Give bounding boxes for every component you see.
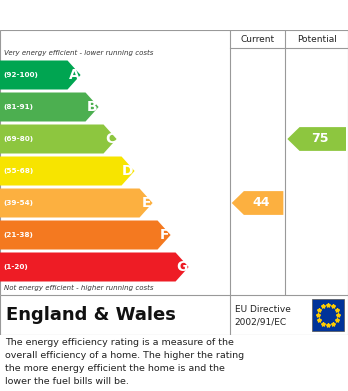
Text: D: D [122,164,134,178]
Polygon shape [0,188,153,217]
Text: Energy Efficiency Rating: Energy Efficiency Rating [9,7,229,23]
Text: C: C [105,132,116,146]
Polygon shape [0,156,135,185]
Polygon shape [0,93,98,122]
Polygon shape [0,221,171,249]
Text: (69-80): (69-80) [3,136,33,142]
Text: 44: 44 [252,197,270,210]
Text: (21-38): (21-38) [3,232,33,238]
Text: (39-54): (39-54) [3,200,33,206]
Text: (1-20): (1-20) [3,264,28,270]
Text: E: E [142,196,152,210]
Text: The energy efficiency rating is a measure of the
overall efficiency of a home. T: The energy efficiency rating is a measur… [5,338,244,386]
Text: England & Wales: England & Wales [6,306,176,324]
Polygon shape [0,253,189,282]
Text: G: G [176,260,188,274]
Text: Not energy efficient - higher running costs: Not energy efficient - higher running co… [4,285,153,291]
Text: (81-91): (81-91) [3,104,33,110]
Polygon shape [0,124,117,154]
Text: (92-100): (92-100) [3,72,38,78]
Text: (55-68): (55-68) [3,168,33,174]
Text: Very energy efficient - lower running costs: Very energy efficient - lower running co… [4,50,153,56]
Text: EU Directive: EU Directive [235,305,291,314]
Polygon shape [0,61,81,90]
Bar [312,299,344,331]
Polygon shape [287,127,346,151]
Text: Current: Current [240,34,275,43]
Text: F: F [160,228,169,242]
Polygon shape [232,191,283,215]
Text: 2002/91/EC: 2002/91/EC [235,318,287,327]
Text: Potential: Potential [297,34,337,43]
Text: 75: 75 [311,133,329,145]
Text: B: B [87,100,97,114]
Text: A: A [69,68,80,82]
